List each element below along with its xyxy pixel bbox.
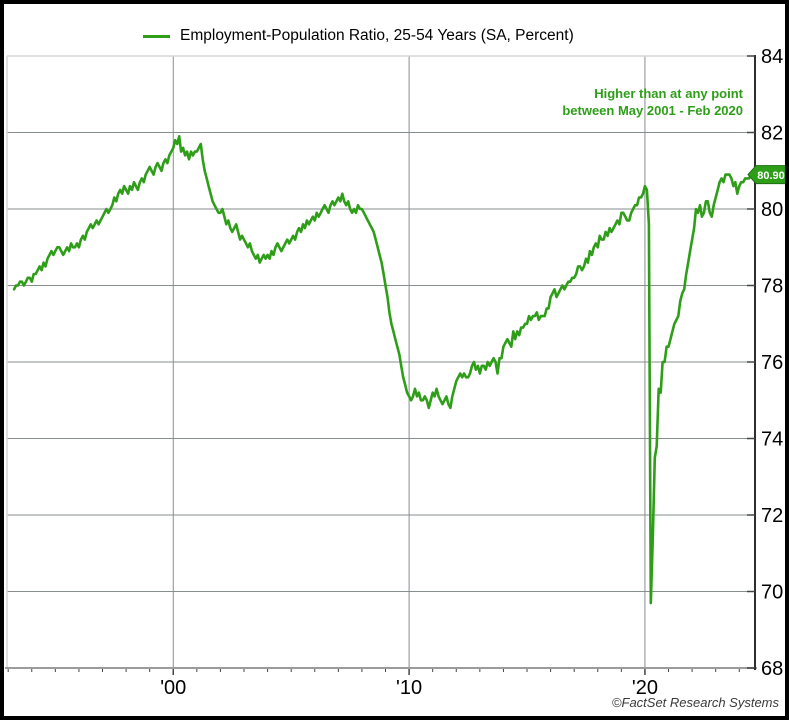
chart-annotation: Higher than at any point between May 200… [562,85,743,119]
annotation-line-1: Higher than at any point [594,86,743,101]
y-axis-label: 82 [761,123,783,145]
x-axis-label: '20 [632,677,658,699]
series-line [12,135,755,605]
y-axis-label: 72 [761,505,783,527]
x-axis-label: '10 [396,677,422,699]
y-axis-label: 84 [761,46,783,68]
legend-label: Employment-Population Ratio, 25-54 Years… [180,27,574,44]
y-axis-label: 78 [761,276,783,298]
y-axis-label: 80 [761,199,783,221]
legend: Employment-Population Ratio, 25-54 Years… [143,27,574,45]
last-value-label: 80.90 [757,170,785,182]
y-axis-label: 74 [761,429,783,451]
y-axis-label: 70 [761,582,783,604]
y-axis-label: 68 [761,658,783,680]
x-axis-label: '00 [160,677,186,699]
annotation-line-2: between May 2001 - Feb 2020 [562,103,743,118]
factset-credit: ©FactSet Research Systems [611,695,779,710]
legend-line-swatch [143,34,170,38]
y-axis-label: 76 [761,352,783,374]
